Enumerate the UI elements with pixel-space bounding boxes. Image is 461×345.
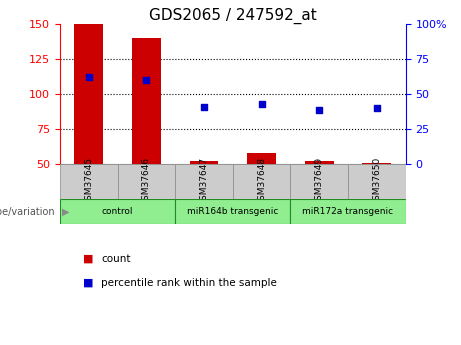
Bar: [247, 153, 276, 164]
Text: ■: ■: [83, 278, 94, 288]
Text: control: control: [102, 207, 133, 216]
Bar: [60, 164, 118, 199]
Bar: [348, 164, 406, 199]
Bar: [305, 161, 334, 164]
Bar: [60, 199, 175, 224]
Bar: [175, 164, 233, 199]
Point: [200, 104, 207, 110]
Bar: [233, 164, 290, 199]
Bar: [290, 199, 406, 224]
Text: ■: ■: [83, 254, 94, 264]
Text: genotype/variation: genotype/variation: [0, 207, 55, 217]
Bar: [118, 164, 175, 199]
Text: GSM37647: GSM37647: [200, 157, 208, 206]
Text: GSM37648: GSM37648: [257, 157, 266, 206]
Point: [258, 101, 266, 107]
Text: GSM37650: GSM37650: [372, 157, 381, 206]
Bar: [74, 24, 103, 164]
Point: [315, 107, 323, 112]
Bar: [132, 38, 161, 164]
Point: [142, 77, 150, 83]
Text: miR164b transgenic: miR164b transgenic: [187, 207, 278, 216]
Bar: [290, 164, 348, 199]
Text: percentile rank within the sample: percentile rank within the sample: [101, 278, 278, 288]
Title: GDS2065 / 247592_at: GDS2065 / 247592_at: [149, 8, 317, 24]
Text: GSM37649: GSM37649: [315, 157, 324, 206]
Bar: [189, 161, 219, 164]
Text: miR172a transgenic: miR172a transgenic: [302, 207, 394, 216]
Bar: [362, 163, 391, 164]
Text: GSM37646: GSM37646: [142, 157, 151, 206]
Text: count: count: [101, 254, 131, 264]
Point: [85, 75, 92, 80]
Bar: [175, 199, 290, 224]
Point: [373, 106, 381, 111]
Text: ▶: ▶: [62, 207, 70, 217]
Text: GSM37645: GSM37645: [84, 157, 93, 206]
